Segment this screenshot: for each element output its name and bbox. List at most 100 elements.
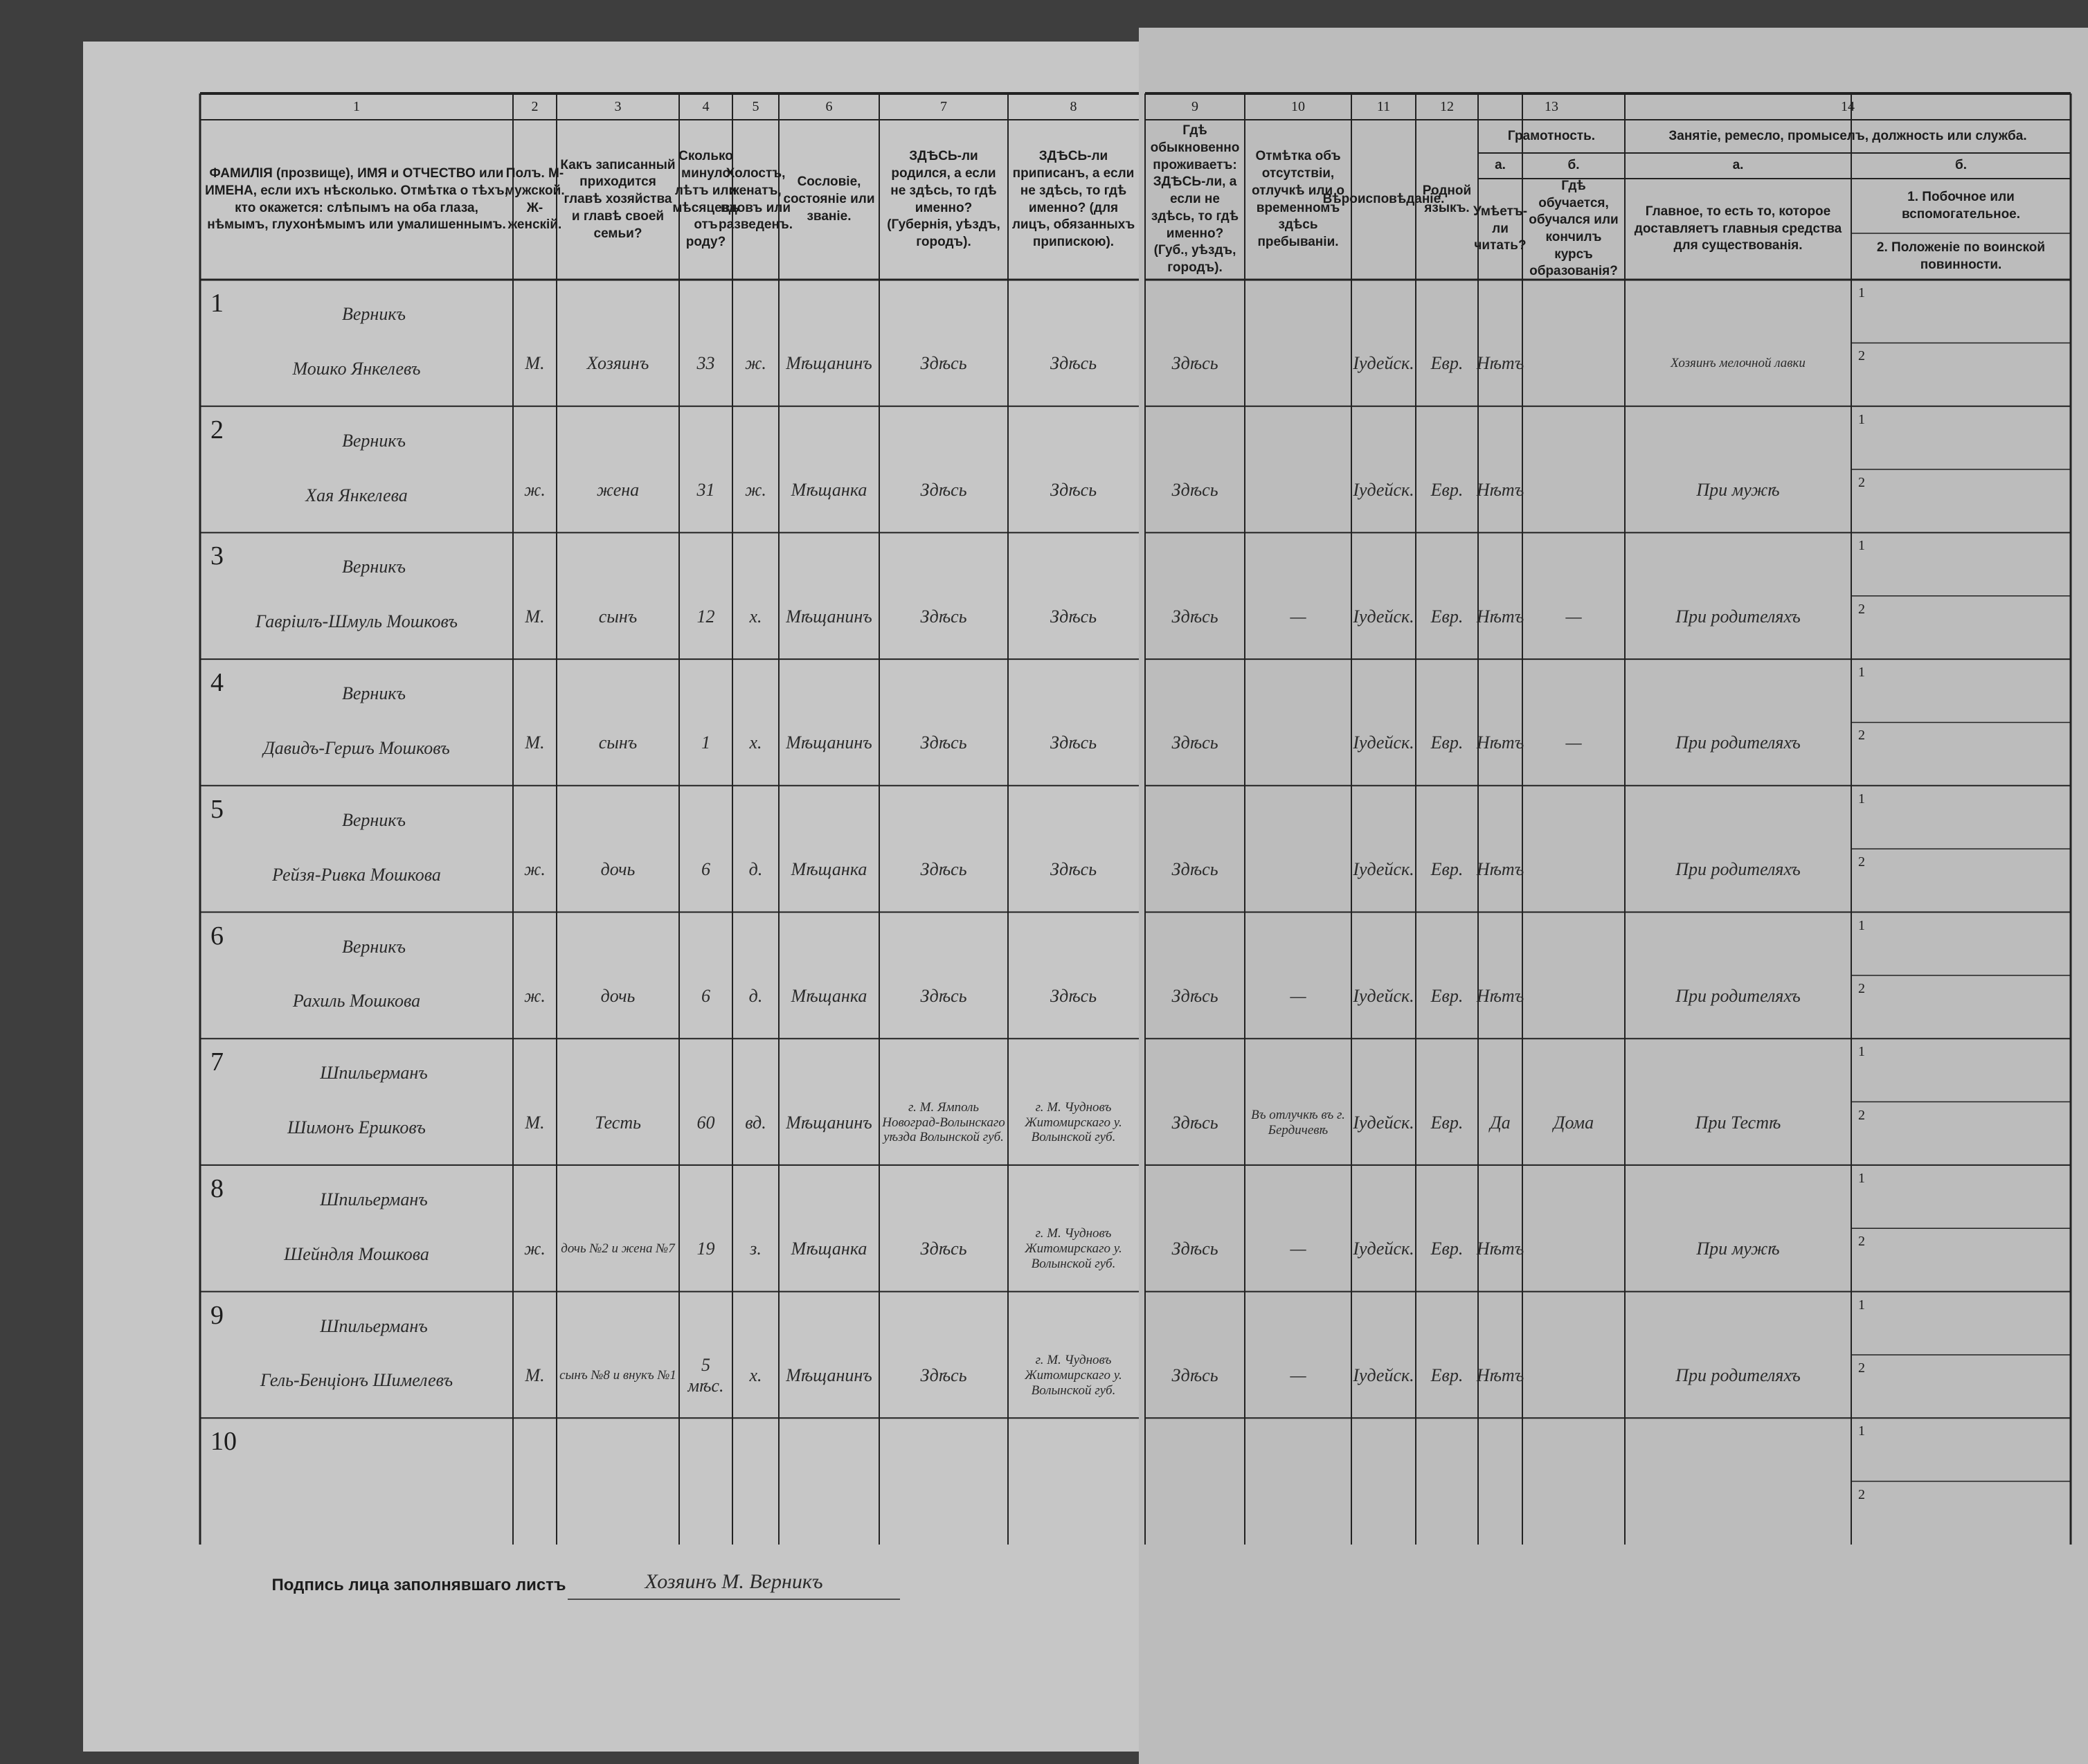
column-number: 9 bbox=[1191, 99, 1198, 114]
cell-literate: Нѣтъ bbox=[1476, 732, 1524, 753]
cell-religion: Іудейск. bbox=[1353, 1365, 1414, 1385]
surname: Верникъ bbox=[342, 936, 406, 957]
cell-occupation: При родителяхъ bbox=[1675, 1365, 1801, 1385]
sub-row-label: 2 bbox=[1858, 980, 1865, 996]
cell-sex: ж. bbox=[524, 859, 546, 880]
cell-registered: Здѣсь bbox=[1050, 606, 1097, 627]
column-header: Родной языкъ. bbox=[1422, 183, 1472, 215]
cell-marital: з. bbox=[750, 1239, 762, 1259]
column-number: 11 bbox=[1376, 99, 1391, 114]
cell-sex: ж. bbox=[524, 480, 546, 501]
column-header: Вѣроисповѣданіе. bbox=[1322, 192, 1445, 207]
cell-marital: ж. bbox=[745, 353, 766, 374]
given-name: Шимонъ Ершковъ bbox=[287, 1117, 426, 1138]
sub-row-label: 2 bbox=[1858, 854, 1865, 870]
sub-row-label: 1 bbox=[1858, 791, 1865, 807]
sub-row-label: 1 bbox=[1858, 1423, 1865, 1439]
cell-residence: Здѣсь bbox=[1171, 732, 1218, 753]
sub-row-label: 2 bbox=[1858, 1107, 1865, 1123]
column-number: 13 bbox=[1545, 99, 1558, 114]
cell-birthplace: Здѣсь bbox=[920, 1365, 967, 1385]
column-number: 14 bbox=[1841, 99, 1855, 114]
cell-literate: Нѣтъ bbox=[1476, 1365, 1524, 1385]
cell-age: 33 bbox=[696, 353, 715, 374]
sub-row-label: 2 bbox=[1858, 475, 1865, 491]
cell-marital: д. bbox=[748, 985, 763, 1006]
cell-birthplace: Здѣсь bbox=[920, 859, 967, 880]
group-header: Грамотность. bbox=[1507, 128, 1596, 143]
cell-estate: Мѣщанинъ bbox=[786, 1112, 872, 1133]
sub-row-label: 1 bbox=[1858, 285, 1865, 300]
sub-row-label: 1 bbox=[1858, 1044, 1865, 1060]
cell-registered: Здѣсь bbox=[1050, 353, 1097, 374]
cell-residence: Здѣсь bbox=[1171, 985, 1218, 1006]
surname: Верникъ bbox=[342, 557, 406, 577]
signature-label: Подпись лица заполнявшаго листъ bbox=[271, 1576, 566, 1595]
cell-marital: х. bbox=[749, 606, 762, 627]
cell-marital: ж. bbox=[745, 480, 766, 501]
given-name: Гавріилъ-Шмуль Мошковъ bbox=[255, 611, 458, 632]
column-header: ЗДѢСЬ-ли приписанъ, а если не здѣсь, то … bbox=[1011, 149, 1135, 249]
cell-language: Евр. bbox=[1430, 606, 1464, 627]
cell-birthplace: Здѣсь bbox=[920, 732, 967, 753]
row-number: 7 bbox=[210, 1047, 224, 1077]
sub-header: а. bbox=[1732, 158, 1744, 173]
given-name: Мошко Янкелевъ bbox=[292, 358, 421, 379]
cell-religion: Іудейск. bbox=[1353, 1112, 1414, 1133]
sub-row-label: 2 bbox=[1858, 728, 1865, 744]
row-number: 3 bbox=[210, 541, 224, 571]
cell-absence: Въ отлучкѣ въ г. Бердичевѣ bbox=[1251, 1107, 1345, 1137]
row-number: 1 bbox=[210, 289, 224, 318]
sub-row-label: 2 bbox=[1858, 1234, 1865, 1250]
cell-relation: сынъ bbox=[598, 606, 638, 627]
cell-sex: ж. bbox=[524, 985, 546, 1006]
cell-education: — bbox=[1565, 732, 1582, 753]
cell-absence: — bbox=[1290, 606, 1306, 627]
cell-sex: М. bbox=[525, 732, 545, 753]
column-header: Полъ. М-мужской. Ж-женскій. bbox=[505, 166, 565, 233]
cell-sex: М. bbox=[525, 606, 545, 627]
cell-religion: Іудейск. bbox=[1353, 353, 1414, 374]
cell-residence: Здѣсь bbox=[1171, 1365, 1218, 1385]
column-header: Умѣетъ-ли читать? bbox=[1473, 204, 1528, 253]
cell-age: 6 bbox=[701, 859, 710, 880]
column-header: Отмѣтка объ отсутствіи, отлучкѣ или о вр… bbox=[1251, 149, 1345, 249]
cell-registered: г. М. Чудновъ Житомирскаго у. Волынской … bbox=[1025, 1353, 1122, 1398]
row-number: 4 bbox=[210, 668, 224, 698]
sub-row-label: 1 bbox=[1858, 538, 1865, 554]
cell-language: Евр. bbox=[1430, 732, 1464, 753]
row-number: 8 bbox=[210, 1173, 224, 1203]
cell-residence: Здѣсь bbox=[1171, 1239, 1218, 1259]
cell-age: 19 bbox=[696, 1239, 715, 1259]
cell-registered: г. М. Чудновъ Житомирскаго у. Волынской … bbox=[1025, 1099, 1122, 1145]
cell-relation: дочь bbox=[600, 985, 636, 1006]
group-header: Занятіе, ремесло, промыселъ, должность и… bbox=[1668, 128, 2027, 143]
cell-language: Евр. bbox=[1430, 985, 1464, 1006]
given-name: Хая Янкелева bbox=[305, 485, 408, 505]
cell-birthplace: г. М. Ямполь Новоград-Волынскаго уѣзда В… bbox=[882, 1099, 1005, 1145]
cell-relation: дочь №2 и жена №7 bbox=[561, 1241, 675, 1257]
cell-education: — bbox=[1565, 606, 1582, 627]
cell-sex: ж. bbox=[524, 1239, 546, 1259]
column-number: 4 bbox=[702, 99, 710, 114]
cell-residence: Здѣсь bbox=[1171, 859, 1218, 880]
surname: Шпильерманъ bbox=[320, 1189, 428, 1209]
cell-age: 5 мѣс. bbox=[687, 1355, 724, 1396]
sub-header: а. bbox=[1495, 158, 1506, 173]
cell-estate: Мѣщанка bbox=[791, 1239, 867, 1259]
cell-sex: М. bbox=[525, 353, 545, 374]
cell-literate: Нѣтъ bbox=[1476, 985, 1524, 1006]
row-number: 6 bbox=[210, 921, 224, 951]
row-number: 2 bbox=[210, 415, 224, 444]
column-header: ЗДѢСЬ-ли родился, а если не здѣсь, то гд… bbox=[887, 149, 1000, 249]
cell-birthplace: Здѣсь bbox=[920, 606, 967, 627]
sub-row-label: 2 bbox=[1858, 601, 1865, 617]
cell-estate: Мѣщанка bbox=[791, 859, 867, 880]
given-name: Давидъ-Гершъ Мошковъ bbox=[263, 737, 450, 758]
cell-occupation: При Тестѣ bbox=[1695, 1112, 1781, 1133]
given-name: Шейндля Мошкова bbox=[284, 1243, 429, 1264]
right-page bbox=[1139, 28, 2088, 1764]
cell-language: Евр. bbox=[1430, 353, 1464, 374]
column-number: 1 bbox=[353, 99, 360, 114]
